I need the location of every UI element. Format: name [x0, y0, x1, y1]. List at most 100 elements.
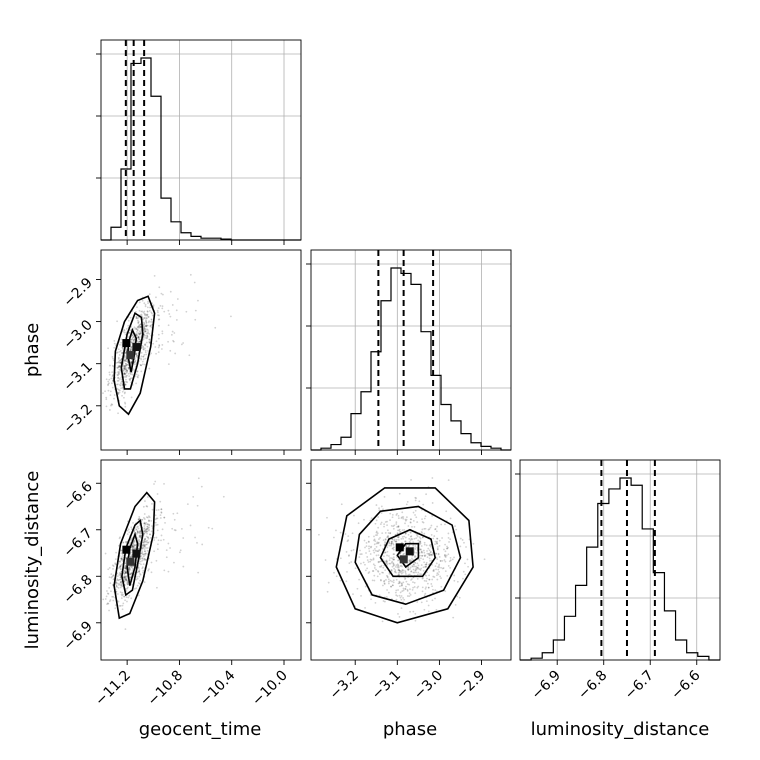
sample-point [414, 499, 417, 502]
sample-point [377, 569, 379, 572]
sample-point [428, 574, 430, 577]
sample-point [116, 383, 119, 386]
sample-point [119, 536, 121, 539]
sample-point [391, 565, 394, 568]
sample-point [360, 594, 362, 597]
sample-point [130, 548, 133, 551]
sample-point [142, 355, 145, 358]
sample-point [386, 550, 389, 553]
sample-point [384, 532, 387, 534]
sample-point [128, 568, 130, 571]
sample-point [123, 575, 126, 578]
sample-point [395, 521, 398, 524]
sample-point [137, 518, 140, 521]
sample-point [146, 525, 149, 528]
sample-point [142, 321, 145, 324]
sample-point [145, 316, 147, 319]
sample-point [138, 338, 141, 341]
sample-point [135, 382, 138, 385]
sample-point [379, 537, 381, 539]
sample-point [395, 523, 398, 525]
sample-point [427, 547, 430, 550]
sample-point [374, 549, 377, 552]
sample-point [359, 549, 361, 552]
sample-point [144, 530, 147, 532]
sample-point [145, 314, 148, 316]
sample-point [117, 391, 120, 394]
sample-point [417, 567, 420, 570]
sample-point [120, 387, 122, 390]
sample-point [124, 360, 127, 363]
sample-point [130, 571, 133, 574]
sample-point [130, 362, 132, 364]
sample-point [412, 565, 414, 568]
sample-point [131, 334, 134, 337]
panel-frame [100, 249, 302, 451]
sample-point [124, 628, 127, 631]
sample-point [432, 569, 435, 572]
sample-point [110, 382, 113, 385]
sample-point [143, 529, 145, 532]
sample-point [150, 561, 153, 564]
sample-point [119, 572, 122, 575]
sample-point [156, 523, 159, 526]
sample-point [390, 557, 393, 560]
sample-point [136, 375, 139, 378]
sample-point [424, 563, 427, 566]
sample-point [333, 571, 335, 574]
sample-point [174, 352, 177, 355]
panel-frame [310, 459, 512, 661]
sample-point [123, 577, 126, 579]
sample-point [143, 557, 146, 560]
sample-point [139, 536, 142, 538]
sample-point [138, 517, 141, 520]
sample-point [424, 554, 427, 557]
sample-point [397, 569, 400, 571]
ylabel-phase: phase [22, 323, 43, 377]
sample-point [383, 580, 385, 583]
sample-point [456, 580, 459, 583]
sample-point [148, 338, 151, 341]
sample-point [135, 333, 138, 336]
sample-point [390, 542, 393, 545]
sample-point [124, 362, 127, 365]
sample-point [453, 579, 456, 582]
sample-point [144, 537, 147, 540]
sample-point [144, 303, 147, 306]
sample-point [146, 310, 149, 313]
sample-point [434, 540, 437, 543]
sample-point [144, 552, 147, 555]
sample-point [153, 550, 156, 553]
sample-point [117, 579, 120, 582]
sample-point [142, 553, 145, 556]
sample-point [182, 537, 185, 539]
sample-point [459, 537, 462, 540]
sample-point [127, 566, 130, 569]
sample-point [137, 335, 140, 338]
sample-point [150, 571, 153, 574]
sample-point [145, 516, 148, 519]
sample-point [147, 329, 149, 332]
sample-point [116, 351, 119, 354]
hist-panel-geocent_time [96, 39, 302, 245]
sample-point [388, 572, 391, 575]
sample-point [105, 378, 108, 381]
sample-point [136, 531, 139, 533]
sample-point [173, 518, 176, 521]
sample-point [386, 524, 388, 527]
sample-point [119, 586, 122, 589]
sample-point [169, 547, 171, 549]
panel-geocent_time-vs-phase [96, 249, 302, 455]
sample-point [400, 572, 403, 575]
sample-point [151, 503, 153, 505]
sample-point [129, 555, 132, 558]
sample-point [409, 531, 411, 533]
sample-point [143, 541, 146, 543]
xlabel-phase: phase [383, 719, 437, 740]
sample-point [130, 528, 133, 531]
sample-point [131, 338, 134, 341]
sample-point [363, 518, 365, 521]
sample-point [118, 365, 121, 368]
sample-point [388, 559, 391, 561]
sample-point [130, 555, 133, 557]
